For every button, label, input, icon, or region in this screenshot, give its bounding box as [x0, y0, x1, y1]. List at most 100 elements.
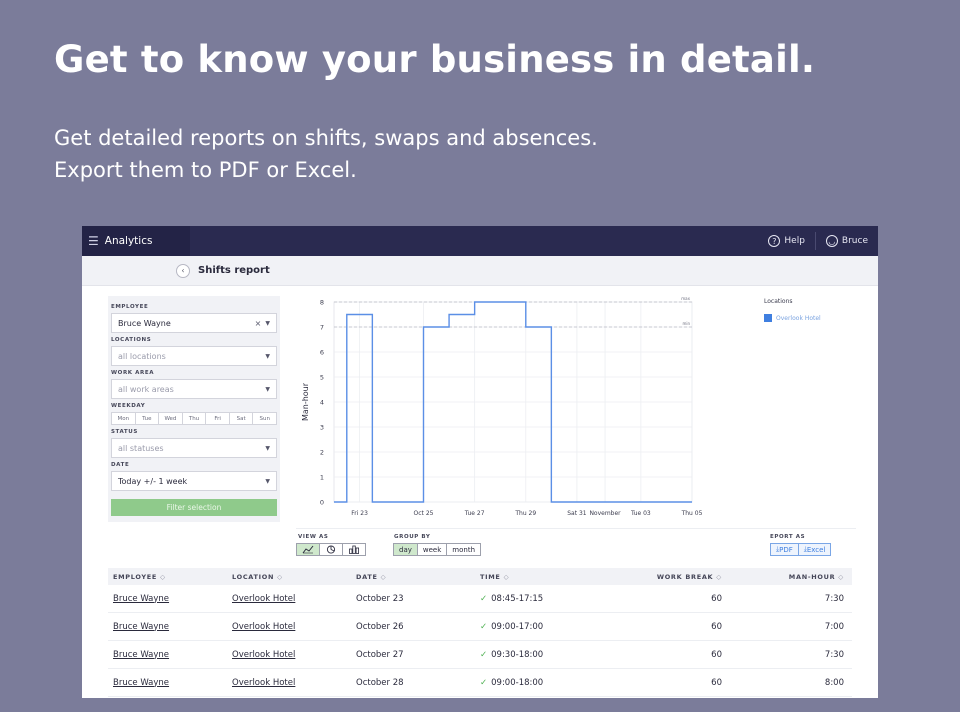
location-link[interactable]: Overlook Hotel: [232, 649, 296, 660]
user-icon: ◡: [825, 235, 838, 247]
locations-placeholder: all locations: [118, 351, 166, 361]
x-tick-label: Tue 03: [630, 510, 651, 517]
sort-icon: ◇: [838, 572, 844, 581]
check-icon: ✓: [480, 621, 488, 632]
group-by-day-button[interactable]: day: [393, 543, 418, 556]
work-break-cell: 60: [711, 677, 722, 688]
chart-area: 0 1 2 3 4 5 6 7 8 Fri 23 Oct 25 Tue 27 Thu 29 Sat 31 N…: [292, 288, 712, 528]
weekday-sat[interactable]: Sat: [229, 412, 254, 425]
date-select[interactable]: Today +/- 1 week ▼: [111, 471, 277, 491]
y-tick-label: 5: [320, 374, 324, 382]
column-header-time[interactable]: TIME ◇: [480, 572, 510, 581]
chevron-down-icon: ▼: [265, 319, 270, 327]
export-pdf-button[interactable]: ⤓ PDF: [770, 543, 799, 556]
table-row: Bruce Wayne Overlook Hotel October 27 ✓ 0…: [108, 641, 852, 669]
time-cell: ✓ 08:45-17:15: [480, 593, 544, 604]
legend-title: Locations: [764, 298, 793, 305]
app-menu[interactable]: ☰ Analytics: [82, 226, 190, 256]
top-bar: ☰ Analytics ? Help ◡ Bruce: [82, 226, 878, 256]
man-hour-cell: 8:00: [824, 677, 844, 688]
work-break-cell: 60: [711, 593, 722, 604]
clear-icon[interactable]: ×: [254, 318, 262, 328]
table-header: EMPLOYEE ◇ LOCATION ◇ DATE ◇ TIME ◇ WORK BRE…: [108, 568, 852, 585]
page-title: Shifts report: [198, 265, 270, 276]
view-line-chart-button[interactable]: [296, 543, 320, 556]
export-excel-button[interactable]: ⤓ Excel: [798, 543, 832, 556]
work-break-cell: 60: [711, 621, 722, 632]
date-value: Today +/- 1 week: [118, 476, 188, 486]
view-bar-chart-button[interactable]: [343, 543, 366, 556]
date-cell: October 27: [356, 649, 404, 660]
legend-label: Overlook Hotel: [776, 314, 821, 322]
weekday-thu[interactable]: Thu: [182, 412, 207, 425]
status-select[interactable]: all statuses ▼: [111, 438, 277, 458]
y-tick-label: 3: [320, 424, 324, 432]
status-label: STATUS: [111, 429, 138, 435]
chevron-down-icon: ▼: [265, 477, 270, 485]
column-header-location[interactable]: LOCATION ◇: [232, 572, 283, 581]
location-link[interactable]: Overlook Hotel: [232, 621, 296, 632]
location-link[interactable]: Overlook Hotel: [232, 677, 296, 688]
work-area-label: WORK AREA: [111, 370, 155, 376]
y-tick-label: 4: [320, 399, 324, 407]
column-header-work-break[interactable]: WORK BREAK ◇: [656, 572, 722, 581]
weekday-fri[interactable]: Fri: [206, 412, 230, 425]
weekday-wed[interactable]: Wed: [159, 412, 183, 425]
locations-select[interactable]: all locations ▼: [111, 346, 277, 366]
group-by-week-button[interactable]: week: [417, 543, 448, 556]
group-by-label: GROUP BY: [394, 534, 431, 540]
line-chart-icon: [302, 545, 314, 554]
legend-swatch: [764, 314, 772, 322]
y-tick-label: 1: [320, 474, 324, 482]
sort-icon: ◇: [160, 572, 166, 581]
work-area-placeholder: all work areas: [118, 384, 174, 394]
reference-line-label: max: [681, 296, 690, 301]
employee-value: Bruce Wayne: [118, 318, 171, 328]
filter-selection-button[interactable]: Filter selection: [111, 499, 277, 516]
y-tick-label: 8: [320, 299, 324, 307]
time-cell: ✓ 09:30-18:00: [480, 649, 544, 660]
export-group: ⤓ PDF ⤓ Excel: [770, 543, 832, 556]
bar-chart-icon: [349, 545, 360, 554]
check-icon: ✓: [480, 649, 488, 660]
legend-item[interactable]: Overlook Hotel: [764, 314, 821, 322]
column-header-date[interactable]: DATE ◇: [356, 572, 387, 581]
employee-link[interactable]: Bruce Wayne: [113, 677, 170, 688]
man-hour-cell: 7:30: [824, 593, 844, 604]
chevron-down-icon: ▼: [265, 444, 270, 452]
filter-panel: EMPLOYEE Bruce Wayne × ▼ LOCATIONS all l…: [108, 296, 280, 522]
column-header-man-hour[interactable]: MAN-HOUR ◇: [788, 572, 844, 581]
work-break-cell: 60: [711, 649, 722, 660]
employee-link[interactable]: Bruce Wayne: [113, 593, 170, 604]
weekday-sun[interactable]: Sun: [253, 412, 278, 425]
weekday-tue[interactable]: Tue: [135, 412, 160, 425]
y-tick-label: 6: [320, 349, 324, 357]
view-pie-chart-button[interactable]: [320, 543, 343, 556]
hero-subtitle-line1: Get detailed reports on shifts, swaps an…: [54, 126, 598, 150]
hero-subtitle-line2: Export them to PDF or Excel.: [54, 158, 357, 182]
hamburger-menu-icon[interactable]: ☰: [88, 234, 99, 248]
employee-link[interactable]: Bruce Wayne: [113, 649, 170, 660]
date-cell: October 26: [356, 621, 404, 632]
y-tick-label: 0: [320, 499, 324, 507]
table-row: Bruce Wayne Overlook Hotel October 23 ✓ 0…: [108, 585, 852, 613]
group-by-month-button[interactable]: month: [447, 543, 482, 556]
help-button[interactable]: ? Help: [758, 226, 815, 256]
column-header-employee[interactable]: EMPLOYEE ◇: [113, 572, 166, 581]
chevron-left-icon: ‹: [181, 266, 185, 275]
user-menu-button[interactable]: ◡ Bruce: [816, 226, 878, 256]
location-link[interactable]: Overlook Hotel: [232, 593, 296, 604]
check-icon: ✓: [480, 677, 488, 688]
employee-link[interactable]: Bruce Wayne: [113, 621, 170, 632]
weekday-label: WEEKDAY: [111, 403, 146, 409]
export-as-label: EPORT AS: [770, 534, 806, 540]
weekday-selector: Mon Tue Wed Thu Fri Sat Sun: [111, 412, 278, 425]
employee-select[interactable]: Bruce Wayne × ▼: [111, 313, 277, 333]
group-by-group: day week month: [393, 543, 482, 556]
man-hour-cell: 7:00: [824, 621, 844, 632]
weekday-mon[interactable]: Mon: [111, 412, 136, 425]
export-pdf-label: PDF: [779, 545, 793, 554]
work-area-select[interactable]: all work areas ▼: [111, 379, 277, 399]
time-cell: ✓ 09:00-17:00: [480, 621, 544, 632]
back-button[interactable]: ‹: [176, 263, 190, 278]
